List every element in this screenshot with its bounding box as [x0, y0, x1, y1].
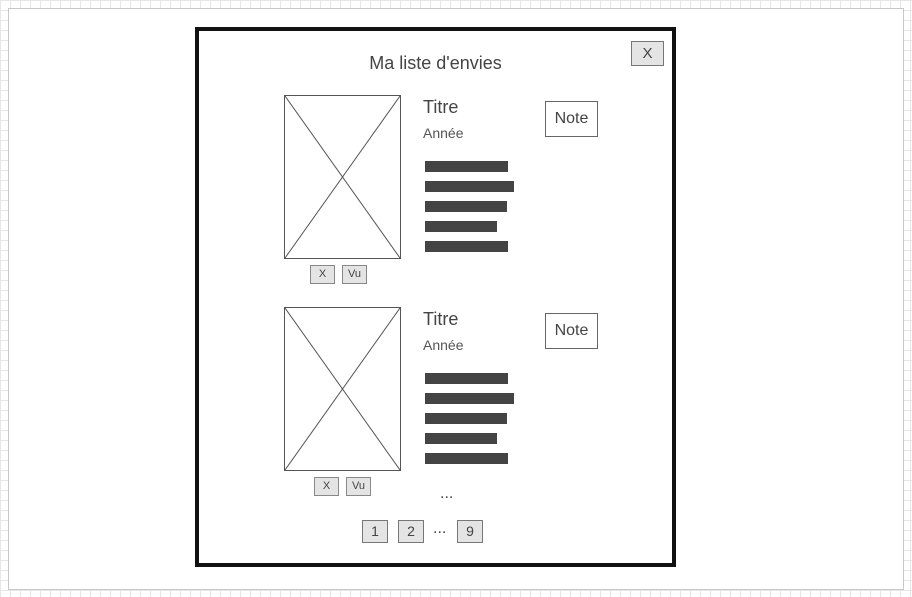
close-button[interactable]: X — [631, 41, 664, 66]
description-line — [425, 413, 507, 424]
description-line — [425, 221, 497, 232]
remove-button[interactable]: X — [314, 477, 339, 496]
wishlist-item: X Vu Titre Année Note — [199, 307, 672, 507]
seen-button[interactable]: Vu — [342, 265, 367, 284]
description-line — [425, 393, 514, 404]
description-line — [425, 241, 508, 252]
description-line — [425, 453, 508, 464]
pagination-ellipsis: ... — [433, 520, 447, 537]
modal-title: Ma liste d'envies — [369, 53, 502, 73]
remove-button[interactable]: X — [310, 265, 335, 284]
wishlist-item: X Vu Titre Année Note — [199, 95, 672, 295]
note-button[interactable]: Note — [545, 313, 598, 349]
item-title: Titre — [423, 97, 459, 117]
page-button-1[interactable]: 1 — [362, 520, 388, 543]
description-line — [425, 373, 508, 384]
description-line — [425, 433, 497, 444]
item-year: Année — [423, 337, 464, 353]
poster-image-placeholder — [284, 95, 401, 259]
page-button-last[interactable]: 9 — [457, 520, 483, 543]
description-line — [425, 181, 514, 192]
description-line — [425, 161, 508, 172]
page-button-2[interactable]: 2 — [398, 520, 424, 543]
note-button[interactable]: Note — [545, 101, 598, 137]
item-year: Année — [423, 125, 464, 141]
wishlist-modal: Ma liste d'envies X X Vu Titre Année Not… — [195, 27, 676, 567]
item-title: Titre — [423, 309, 459, 329]
poster-image-placeholder — [284, 307, 401, 471]
description-line — [425, 201, 507, 212]
more-items-indicator: ... — [440, 485, 454, 502]
seen-button[interactable]: Vu — [346, 477, 371, 496]
